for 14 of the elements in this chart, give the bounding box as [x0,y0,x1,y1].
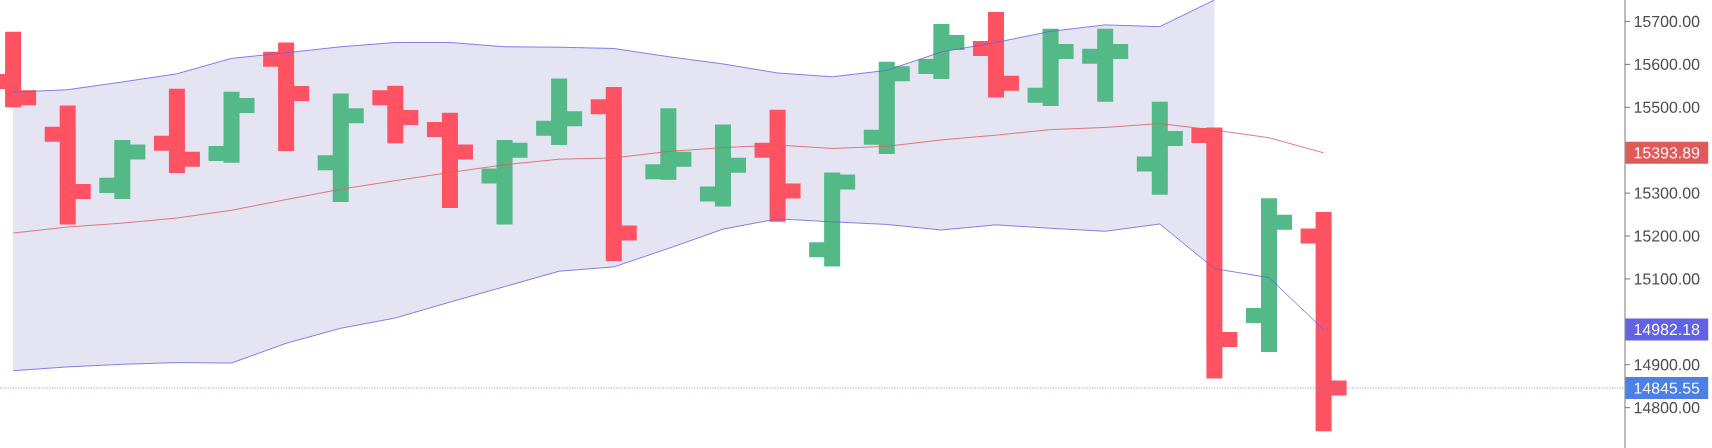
y-tick-label: 15200.00 [1634,230,1700,242]
line-series [12,218,1324,372]
y-tick-label: 15100.00 [1634,273,1700,285]
line-series [12,123,1324,234]
y-tick-label: 14800.00 [1634,402,1700,414]
y-tick-label: 15700.00 [1634,15,1700,28]
y-tick-label: 14900.00 [1634,359,1700,371]
y-tick-label: 15600.00 [1634,58,1700,71]
y-tick-label: 15300.00 [1634,187,1700,199]
text: 14982.18 [1634,323,1700,336]
ref-line-label: 14845.55 [1634,382,1700,394]
text: 15393.89 [1634,147,1700,159]
line-series [12,0,1215,93]
y-tick-label: 15500.00 [1634,101,1700,113]
